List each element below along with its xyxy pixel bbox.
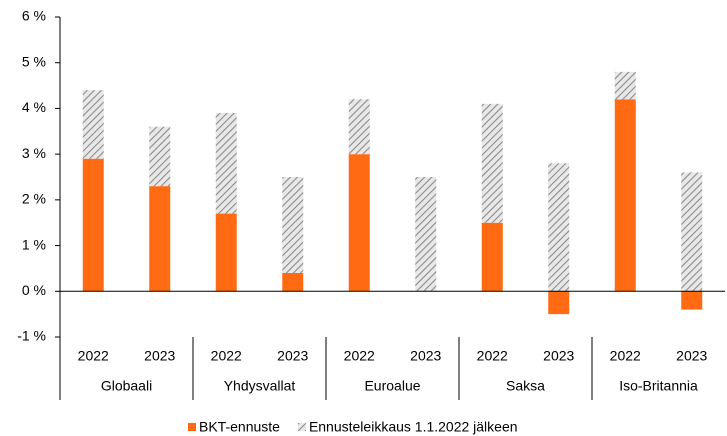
y-tick-label: 1 % <box>22 236 46 252</box>
x-tick-label: 2023 <box>144 348 175 364</box>
x-tick-label: 2022 <box>211 348 242 364</box>
bar-segment <box>614 71 636 100</box>
bar-segment <box>215 213 237 292</box>
bar-segment <box>681 291 703 310</box>
x-tick-label: 2022 <box>610 348 641 364</box>
y-tick-label: 0 % <box>22 282 46 298</box>
bar-segment <box>415 177 437 292</box>
bar-segment <box>348 154 370 292</box>
bar-segment <box>282 273 304 292</box>
y-tick-label: 4 % <box>22 99 46 115</box>
group-label: Yhdysvallat <box>224 378 296 394</box>
bar-segment <box>82 90 104 159</box>
y-tick-label: 6 % <box>22 8 46 24</box>
group-label: Iso-Britannia <box>619 378 698 394</box>
x-tick-label: 2022 <box>78 348 109 364</box>
y-tick-label: 5 % <box>22 53 46 69</box>
y-tick-label: 3 % <box>22 145 46 161</box>
bar-segment <box>614 99 636 292</box>
x-tick-label: 2023 <box>676 348 707 364</box>
bar-segment <box>681 172 703 292</box>
bar-segment <box>215 113 237 214</box>
y-tick-label: 2 % <box>22 191 46 207</box>
x-tick-label: 2022 <box>477 348 508 364</box>
x-tick-label: 2023 <box>410 348 441 364</box>
bar-segment <box>282 177 304 273</box>
bar-segment <box>348 99 370 155</box>
group-label: Globaali <box>101 378 152 394</box>
y-tick-label: -1 % <box>17 328 46 344</box>
group-label: Euroalue <box>364 378 420 394</box>
x-tick-label: 2023 <box>277 348 308 364</box>
bar-segment <box>481 222 503 292</box>
bar-segment <box>481 103 503 223</box>
bar-segment <box>82 158 104 292</box>
group-label: Saksa <box>506 378 545 394</box>
bar-segment <box>149 186 171 292</box>
bar-segment <box>548 163 570 292</box>
bar-segment <box>149 126 171 187</box>
bar-segment <box>548 291 570 315</box>
x-tick-label: 2022 <box>344 348 375 364</box>
legend-swatch <box>188 423 196 431</box>
legend-swatch <box>297 423 306 431</box>
legend-label: BKT-ennuste <box>199 419 280 435</box>
legend-label: Ennusteleikkaus 1.1.2022 jälkeen <box>309 419 518 435</box>
x-tick-label: 2023 <box>543 348 574 364</box>
